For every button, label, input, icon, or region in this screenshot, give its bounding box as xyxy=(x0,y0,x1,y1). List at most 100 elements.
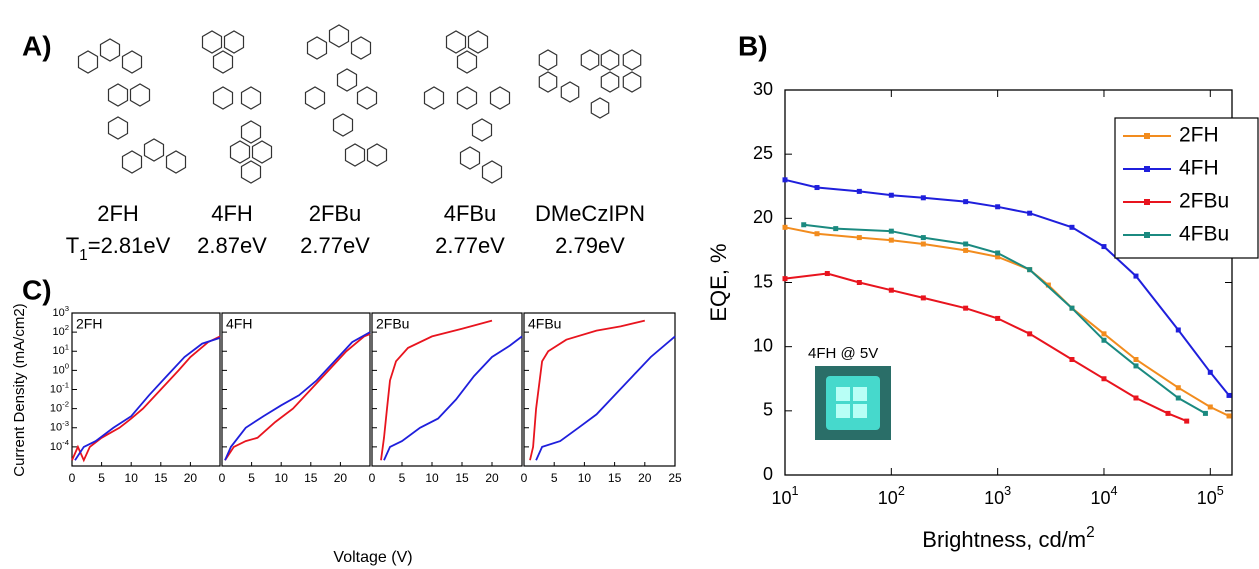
data-point xyxy=(1101,244,1107,250)
series-line xyxy=(380,319,493,461)
series-line xyxy=(383,335,523,461)
data-point xyxy=(920,241,926,247)
x-tick-label: 102 xyxy=(878,484,905,507)
y-tick-label: 10-2 xyxy=(50,399,69,414)
triplet-energy: 2.87eV xyxy=(197,233,267,258)
panel-label: B) xyxy=(738,30,768,61)
series-line xyxy=(784,178,1230,397)
ring xyxy=(251,140,273,164)
triplet-energy: 2.77eV xyxy=(300,233,370,258)
data-point xyxy=(888,237,894,243)
ring xyxy=(622,71,642,93)
x-tick-label: 20 xyxy=(638,471,652,485)
ring xyxy=(350,36,372,60)
data-point xyxy=(1184,418,1190,424)
ring xyxy=(240,120,262,144)
legend-marker xyxy=(1144,166,1150,172)
y-tick-label: 102 xyxy=(52,323,69,338)
legend-label: 4FH xyxy=(1179,157,1219,180)
inset-pixel xyxy=(853,387,867,401)
y-tick-label: 30 xyxy=(753,79,773,99)
data-point xyxy=(1207,369,1213,375)
series-line xyxy=(224,331,371,461)
molecule-structures xyxy=(77,24,642,184)
series-line xyxy=(529,319,646,461)
x-tick-label: 104 xyxy=(1090,484,1117,507)
ring xyxy=(600,71,620,93)
data-point xyxy=(782,177,788,183)
data-point xyxy=(814,185,820,191)
x-tick-label: 15 xyxy=(154,471,168,485)
ring xyxy=(456,50,478,74)
data-point xyxy=(888,287,894,293)
ring xyxy=(538,71,558,93)
data-point xyxy=(963,241,969,247)
ring xyxy=(107,83,129,107)
inset-label: 4FH @ 5V xyxy=(808,345,878,362)
series-line xyxy=(74,337,221,461)
ring xyxy=(121,50,143,74)
y-tick-label: 10 xyxy=(753,335,773,355)
panel-label: A) xyxy=(22,30,52,61)
inset-pixel xyxy=(836,387,850,401)
data-point xyxy=(1045,282,1051,288)
data-point xyxy=(1069,357,1075,362)
triplet-energy: T1=2.81eV xyxy=(66,233,171,264)
x-tick-label: 15 xyxy=(455,471,469,485)
x-tick-label: 15 xyxy=(608,471,622,485)
ring xyxy=(471,118,493,142)
y-tick-label: 15 xyxy=(753,271,773,291)
data-point xyxy=(1101,376,1107,382)
ring xyxy=(423,86,445,110)
data-point xyxy=(995,315,1001,321)
data-point xyxy=(963,305,969,311)
x-tick-label: 101 xyxy=(771,484,798,507)
subplot-title: 2FBu xyxy=(376,316,409,332)
x-tick-label: 10 xyxy=(578,471,592,485)
y-tick-label: 100 xyxy=(52,361,69,376)
data-point xyxy=(801,222,807,228)
subplot-title: 2FH xyxy=(76,316,102,332)
y-tick-label: 10-3 xyxy=(50,418,69,433)
series-line xyxy=(224,333,371,461)
data-point xyxy=(995,254,1001,260)
x-tick-label: 5 xyxy=(98,471,105,485)
ring xyxy=(456,86,478,110)
molecule-name: 4FH xyxy=(211,201,253,226)
x-tick-label: 5 xyxy=(399,471,406,485)
ring xyxy=(580,49,600,71)
subplot-title: 4FBu xyxy=(528,316,561,332)
ring xyxy=(99,38,121,62)
ring xyxy=(143,138,165,162)
data-point xyxy=(920,235,926,241)
x-tick-label: 105 xyxy=(1197,484,1224,507)
data-point xyxy=(1175,395,1181,401)
ring xyxy=(622,49,642,71)
x-tick-label: 20 xyxy=(485,471,499,485)
ring xyxy=(459,146,481,170)
molecule-name: 4FBu xyxy=(444,201,497,226)
ring xyxy=(223,30,245,54)
legend-label: 2FH xyxy=(1179,124,1219,147)
data-point xyxy=(1175,327,1181,333)
y-tick-label: 101 xyxy=(52,342,69,357)
x-tick-label: 5 xyxy=(248,471,255,485)
data-point xyxy=(1027,210,1033,216)
y-axis-label: EQE, % xyxy=(706,243,731,321)
y-tick-label: 103 xyxy=(52,304,69,319)
legend-marker xyxy=(1144,199,1150,205)
data-point xyxy=(995,204,1001,210)
data-point xyxy=(856,280,862,285)
ring xyxy=(306,36,328,60)
x-tick-label: 0 xyxy=(219,471,226,485)
ring xyxy=(212,50,234,74)
triplet-energy: 2.77eV xyxy=(435,233,505,258)
subplot-title: 4FH xyxy=(226,316,252,332)
molecule-name: DMeCzIPN xyxy=(535,201,645,226)
ring xyxy=(445,30,467,54)
x-tick-label: 5 xyxy=(551,471,558,485)
series-line xyxy=(535,335,676,461)
x-tick-label: 103 xyxy=(984,484,1011,507)
x-tick-label: 0 xyxy=(521,471,528,485)
